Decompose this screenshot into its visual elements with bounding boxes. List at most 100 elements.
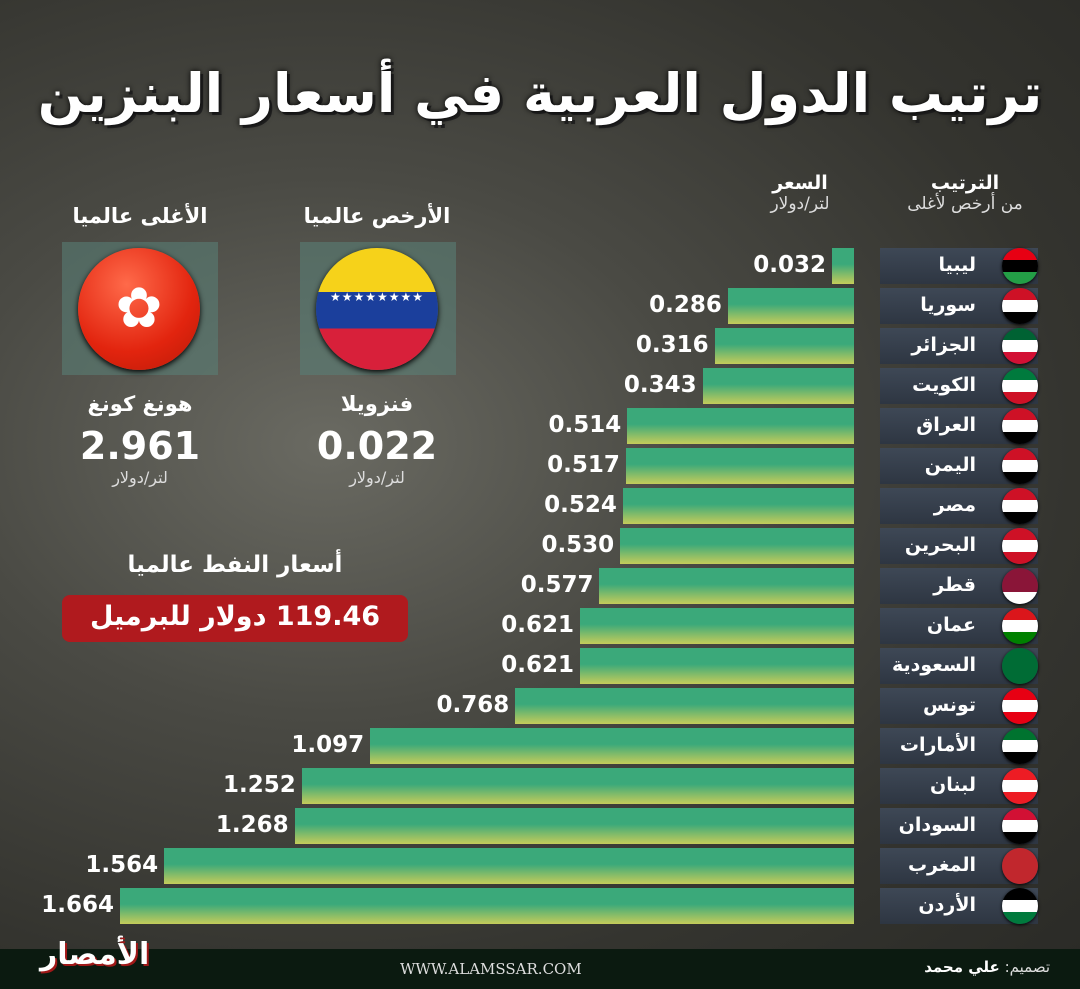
bar-value-label: 1.268 (215, 812, 289, 838)
country-name: السعودية (891, 654, 976, 676)
country-name: العراق (916, 414, 976, 436)
bar (832, 248, 854, 284)
bar-value-label: 0.343 (623, 372, 697, 398)
bar (620, 528, 854, 564)
country-flag-icon (1002, 728, 1038, 764)
most-expensive-country: هونغ كونغ (87, 392, 193, 416)
rank-title: الترتيب (930, 172, 1000, 194)
bar-row: 1.268 السودان (0, 808, 1080, 844)
bar-row: 1.252 لبنان (0, 768, 1080, 804)
country-name: قطر (933, 574, 976, 596)
bar-value-label: 0.530 (541, 532, 615, 558)
bar (515, 688, 854, 724)
bar-row: 0.577 قطر (0, 568, 1080, 604)
most-expensive-value: 2.961 (79, 424, 201, 468)
footer: الأمصار WWW.ALAMSSAR.COM تصميم: علي محمد (0, 937, 1080, 989)
bar (294, 808, 854, 844)
country-name: سوريا (920, 294, 976, 316)
alamssar-logo: الأمصار (40, 937, 150, 972)
bar-row: 0.621 عمان (0, 608, 1080, 644)
bar-value-label: 0.577 (520, 572, 594, 598)
bar-row: 0.517 اليمن (0, 448, 1080, 484)
designer-name: علي محمد (924, 958, 1000, 976)
bar-row: 0.621 السعودية (0, 648, 1080, 684)
bar (714, 328, 854, 364)
oil-price-badge: 119.46 دولار للبرميل (62, 595, 408, 642)
country-name: الأردن (918, 894, 976, 916)
hong-kong-panel: ✿ (62, 242, 218, 375)
rank-subtitle: من أرخص لأغلى (907, 194, 1023, 214)
hong-kong-flag-icon: ✿ (78, 248, 200, 370)
country-name: المغرب (907, 854, 976, 876)
bar (164, 848, 854, 884)
country-name: البحرين (904, 534, 976, 556)
bar (627, 408, 854, 444)
rank-header: الترتيب من أرخص لأغلى (880, 172, 1050, 214)
bar (120, 888, 854, 924)
bar (727, 288, 854, 324)
bar (622, 488, 854, 524)
country-flag-icon (1002, 648, 1038, 684)
bar-value-label: 0.032 (753, 252, 826, 278)
bar-row: 0.316 الجزائر (0, 328, 1080, 364)
country-name: لبنان (930, 774, 976, 796)
design-credit: تصميم: علي محمد (924, 958, 1050, 976)
country-name: الأمارات (899, 734, 976, 756)
country-name: مصر (933, 494, 976, 516)
bar-row: 0.768 تونس (0, 688, 1080, 724)
bar-value-label: 0.286 (649, 292, 722, 318)
bar (580, 648, 854, 684)
bar-value-label: 1.252 (222, 772, 296, 798)
website-url[interactable]: WWW.ALAMSSAR.COM (400, 960, 582, 978)
bar-row: 0.514 العراق (0, 408, 1080, 444)
country-flag-icon (1002, 248, 1038, 284)
bar (702, 368, 854, 404)
country-name: تونس (922, 694, 976, 716)
cheapest-country: فنزويلا (340, 392, 414, 416)
price-unit: لتر/دولار (770, 194, 830, 214)
bar (580, 608, 854, 644)
country-flag-icon (1002, 328, 1038, 364)
bar (625, 448, 854, 484)
country-name: عمان (926, 614, 976, 636)
bar-value-label: 0.768 (436, 692, 510, 718)
most-expensive-unit: لتر/دولار (112, 468, 168, 487)
country-name: ليبيا (938, 254, 976, 276)
country-flag-icon (1002, 488, 1038, 524)
bar-row: 1.664 الأردن (0, 888, 1080, 924)
bar-value-label: 0.316 (635, 332, 709, 358)
country-name: السودان (898, 814, 976, 836)
bar-row: 0.032 ليبيا (0, 248, 1080, 284)
country-flag-icon (1002, 448, 1038, 484)
page-title: ترتيب الدول العربية في أسعار البنزين (37, 62, 1043, 125)
bar-value-label: 1.564 (85, 852, 159, 878)
bar-row: 0.286 سوريا (0, 288, 1080, 324)
bar-row: 0.524 مصر (0, 488, 1080, 524)
bar-row: 0.530 البحرين (0, 528, 1080, 564)
country-flag-icon (1002, 608, 1038, 644)
country-name: الجزائر (911, 334, 976, 356)
country-flag-icon (1002, 768, 1038, 804)
bar (370, 728, 854, 764)
price-title: السعر (772, 172, 828, 194)
country-name: اليمن (924, 454, 976, 476)
country-flag-icon (1002, 568, 1038, 604)
country-flag-icon (1002, 288, 1038, 324)
most-expensive-label: الأغلى عالميا (72, 204, 208, 228)
bar-value-label: 1.664 (41, 892, 114, 918)
bar-row: 1.097 الأمارات (0, 728, 1080, 764)
bar-value-label: 0.517 (547, 452, 620, 478)
cheapest-label: الأرخص عالميا (303, 204, 451, 228)
bar-value-label: 0.514 (548, 412, 622, 438)
country-flag-icon (1002, 408, 1038, 444)
country-flag-icon (1002, 688, 1038, 724)
oil-label: أسعار النفط عالميا (127, 552, 343, 578)
country-name: الكويت (912, 374, 976, 396)
country-flag-icon (1002, 528, 1038, 564)
venezuela-panel: ★★★★★★★★ (300, 242, 456, 375)
country-flag-icon (1002, 888, 1038, 924)
bar (599, 568, 854, 604)
cheapest-value: 0.022 (316, 424, 438, 468)
cheapest-unit: لتر/دولار (349, 468, 405, 487)
bar (301, 768, 854, 804)
